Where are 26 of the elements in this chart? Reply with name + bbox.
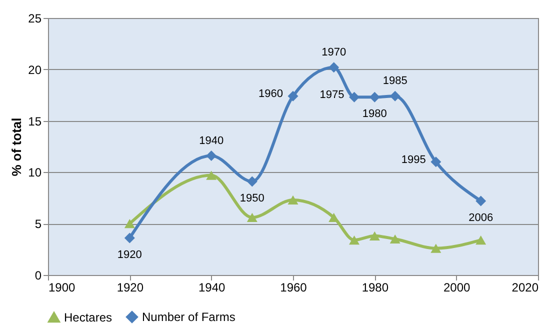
x-tick-label: 1920 [116,280,144,294]
annotation: 1985 [382,75,408,88]
annotation: 1970 [322,46,346,58]
annotation: 1920 [117,248,142,261]
annotation: 1995 [401,154,426,166]
x-tick-label: 1980 [362,280,389,294]
annotation: 2006 [468,212,494,224]
y-tick-label: 5 [34,217,42,232]
y-tick-label: 25 [28,12,42,26]
legend-label: Number of Farms [142,310,236,324]
y-tick-label: 0 [34,268,42,282]
x-tick-label: 2020 [512,280,539,294]
y-tick-label: 15 [28,114,42,128]
y-tick-label: 20 [28,62,42,77]
legend-label: Hectares [64,310,112,324]
x-tick-label: 1900 [48,280,76,294]
y-axis-title: % of total [9,118,24,176]
annotation: 1940 [199,134,224,147]
x-tick-label: 2000 [443,280,471,294]
annotation: 1975 [320,89,344,102]
annotation: 1980 [362,108,387,120]
x-tick-label: 1940 [198,280,226,294]
y-tick-label: 10 [28,166,42,180]
annotation: 1960 [258,88,283,100]
x-tick-label: 1960 [280,280,308,294]
annotation: 1950 [240,192,264,204]
